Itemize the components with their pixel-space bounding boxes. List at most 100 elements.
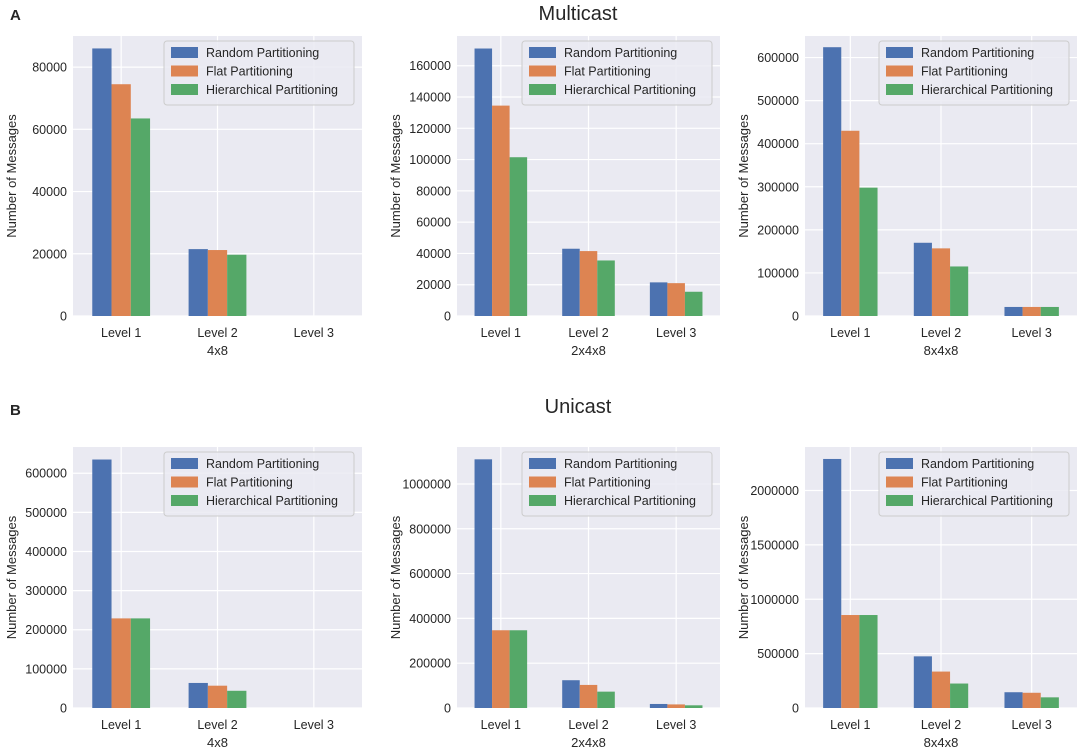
legend-frame — [878, 40, 1070, 106]
bar-flat-partitioning-1 — [111, 618, 131, 708]
bar-random-partitioning-1 — [474, 48, 493, 316]
bar-flat-partitioning-2 — [207, 250, 228, 316]
legend-label: Flat Partitioning — [206, 476, 293, 490]
legend-swatch — [529, 476, 556, 488]
y-tick-label: 400000 — [409, 612, 451, 626]
y-tick-label: 500000 — [25, 506, 67, 520]
y-tick-label: 600000 — [757, 51, 799, 65]
legend-label: Random Partitioning — [564, 46, 677, 60]
bar-flat-partitioning-2 — [931, 248, 951, 316]
x-tick-label: Level 2 — [921, 326, 961, 340]
bar-flat-partitioning-2 — [931, 671, 951, 708]
legend-label: Hierarchical Partitioning — [921, 83, 1053, 97]
x-axis-label: 8x4x8 — [924, 735, 959, 749]
legend-frame — [163, 451, 355, 517]
panel-letter-b: B — [10, 402, 21, 419]
legend: Random Partitioning Flat Partitioning Hier… — [521, 40, 713, 106]
chart-3: 0 100000 200000 300000 400000 500000 600000 Lev… — [736, 36, 1077, 358]
legend-swatch — [529, 458, 556, 469]
bar-hierarchical-partitioning-1 — [130, 618, 151, 708]
bar-hierarchical-partitioning-2 — [597, 691, 615, 708]
bar-random-partitioning-2 — [188, 682, 208, 708]
bar-random-partitioning-1 — [823, 458, 842, 708]
legend-label: Flat Partitioning — [206, 65, 293, 79]
bar-flat-partitioning-1 — [841, 130, 860, 316]
y-tick-label: 2000000 — [750, 484, 799, 498]
y-tick-label: 400000 — [757, 137, 799, 151]
x-tick-label: Level 1 — [481, 718, 521, 732]
bar-hierarchical-partitioning-1 — [509, 630, 528, 708]
legend-label: Hierarchical Partitioning — [564, 83, 696, 97]
y-tick-label: 140000 — [409, 91, 451, 105]
y-tick-label: 200000 — [409, 657, 451, 671]
bar-flat-partitioning-1 — [492, 630, 510, 708]
bar-random-partitioning-3 — [1004, 306, 1023, 316]
bar-hierarchical-partitioning-1 — [130, 118, 151, 316]
bar-random-partitioning-1 — [474, 459, 493, 708]
y-tick-label: 1500000 — [750, 538, 799, 552]
y-axis-label: Number of Messages — [4, 515, 19, 639]
x-tick-label: Level 2 — [197, 326, 237, 340]
y-axis-label: Number of Messages — [388, 114, 403, 238]
legend-swatch — [886, 458, 913, 469]
legend-label: Random Partitioning — [921, 457, 1034, 471]
bar-flat-partitioning-3 — [667, 283, 685, 316]
panel-title-multicast: Multicast — [539, 3, 618, 25]
legend-swatch — [171, 476, 198, 488]
y-tick-label: 0 — [444, 310, 451, 324]
bar-hierarchical-partitioning-3 — [684, 291, 703, 316]
y-tick-label: 20000 — [416, 278, 451, 292]
panel-title-unicast: Unicast — [545, 396, 612, 418]
y-axis-label: Number of Messages — [736, 515, 751, 639]
y-tick-label: 100000 — [757, 266, 799, 280]
y-tick-label: 300000 — [25, 584, 67, 598]
x-tick-label: Level 2 — [568, 326, 608, 340]
y-tick-label: 120000 — [409, 122, 451, 136]
x-tick-label: Level 2 — [197, 718, 237, 732]
bar-hierarchical-partitioning-2 — [227, 690, 247, 708]
x-tick-label: Level 1 — [481, 326, 521, 340]
x-tick-label: Level 3 — [1012, 718, 1052, 732]
bar-random-partitioning-3 — [1004, 692, 1023, 708]
y-tick-label: 1000000 — [402, 477, 451, 491]
y-tick-label: 500000 — [757, 647, 799, 661]
legend-swatch — [886, 47, 913, 58]
y-tick-label: 20000 — [32, 247, 67, 261]
y-tick-label: 200000 — [25, 623, 67, 637]
bar-random-partitioning-2 — [913, 656, 932, 708]
chart-2: 0 20000 40000 60000 80000 100000 120000 140000 1… — [388, 36, 720, 358]
bar-hierarchical-partitioning-1 — [859, 187, 878, 316]
legend-swatch — [886, 65, 913, 77]
legend-label: Flat Partitioning — [921, 476, 1008, 490]
x-tick-label: Level 1 — [830, 718, 870, 732]
legend-swatch — [886, 495, 913, 506]
bar-hierarchical-partitioning-3 — [1040, 697, 1059, 708]
x-tick-label: Level 3 — [294, 718, 334, 732]
legend-label: Random Partitioning — [921, 46, 1034, 60]
bar-flat-partitioning-3 — [1022, 306, 1041, 316]
y-tick-label: 60000 — [416, 216, 451, 230]
panel-letter-a: A — [10, 7, 21, 24]
x-axis-label: 4x8 — [207, 735, 228, 749]
legend-label: Flat Partitioning — [564, 476, 651, 490]
x-tick-label: Level 2 — [568, 718, 608, 732]
bar-hierarchical-partitioning-3 — [1040, 306, 1059, 316]
y-tick-label: 600000 — [25, 467, 67, 481]
bar-flat-partitioning-3 — [1022, 692, 1041, 708]
legend-label: Random Partitioning — [206, 46, 319, 60]
legend: Random Partitioning Flat Partitioning Hier… — [521, 451, 713, 517]
legend-swatch — [529, 47, 556, 58]
bar-flat-partitioning-1 — [841, 615, 860, 708]
bar-hierarchical-partitioning-1 — [859, 615, 878, 708]
y-tick-label: 160000 — [409, 59, 451, 73]
legend-swatch — [171, 65, 198, 77]
legend: Random Partitioning Flat Partitioning Hier… — [878, 451, 1070, 517]
legend-label: Hierarchical Partitioning — [564, 494, 696, 508]
y-axis-label: Number of Messages — [388, 515, 403, 639]
legend-frame — [163, 40, 355, 106]
bar-random-partitioning-3 — [649, 703, 668, 708]
x-tick-label: Level 2 — [921, 718, 961, 732]
bar-hierarchical-partitioning-2 — [597, 260, 615, 316]
bar-flat-partitioning-1 — [111, 84, 131, 316]
